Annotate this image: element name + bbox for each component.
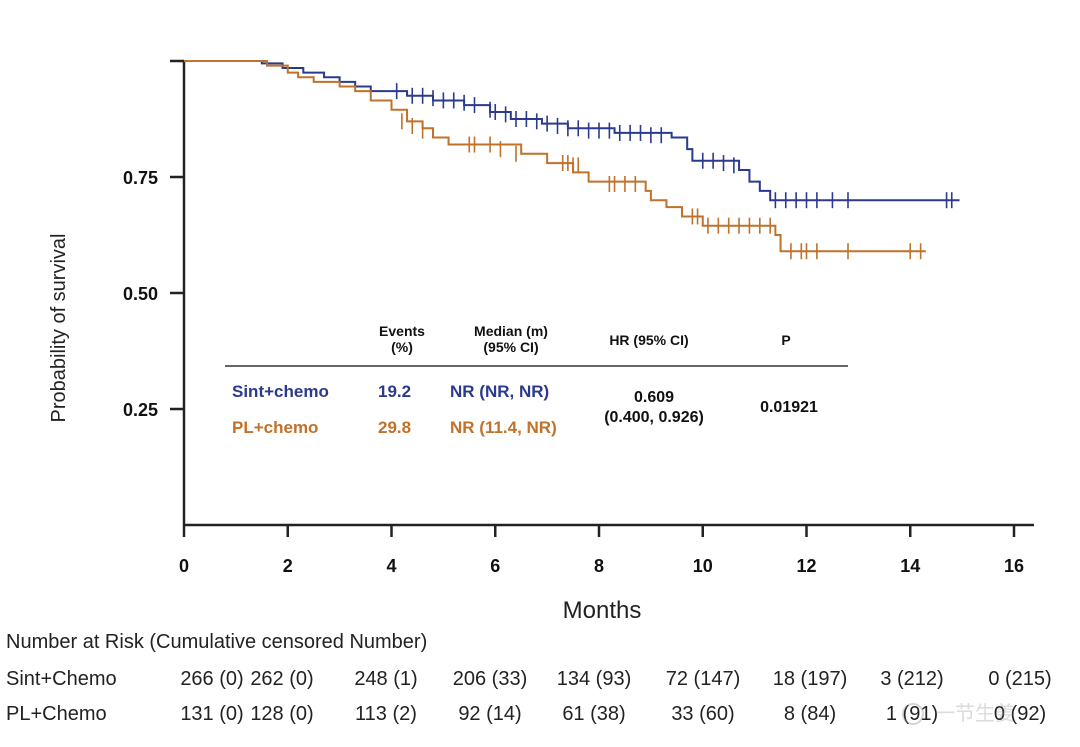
risk-value: 72 (147) xyxy=(666,668,741,690)
curves xyxy=(184,60,960,260)
row-median-pl: NR (11.4, NR) xyxy=(450,418,557,437)
hr-ci: (0.400, 0.926) xyxy=(604,409,704,426)
x-tick-label: 4 xyxy=(386,556,396,576)
x-tick-label: 0 xyxy=(179,556,189,576)
km-curve-pl xyxy=(184,60,926,253)
hr-value: 0.609 xyxy=(634,389,674,406)
risk-label-sint: Sint+Chemo xyxy=(6,668,117,690)
row-arm-pl: PL+chemo xyxy=(232,418,318,437)
risk-value: 128 (0) xyxy=(250,703,313,725)
axes: 0.75 0.50 0.25 0 2 4 6 8 10 12 14 16 xyxy=(123,59,1034,576)
risk-label-pl: PL+Chemo xyxy=(6,703,107,725)
risk-value: 113 (2) xyxy=(355,703,417,725)
risk-value: 3 (212) xyxy=(880,668,943,690)
row-median-sint: NR (NR, NR) xyxy=(450,382,549,401)
risk-value: 266 (0) xyxy=(180,668,243,690)
p-value: 0.01921 xyxy=(760,399,818,416)
row-arm-sint: Sint+chemo xyxy=(232,382,329,401)
x-tick-label: 2 xyxy=(283,556,293,576)
x-tick-label: 12 xyxy=(796,556,816,576)
header-p: P xyxy=(781,332,790,348)
risk-value: 8 (84) xyxy=(784,703,836,725)
header-median: Median (m) xyxy=(474,323,548,339)
y-axis-label: Probability of survival xyxy=(48,234,70,423)
risk-value: 0 (92) xyxy=(994,703,1046,725)
x-tick-label: 6 xyxy=(490,556,500,576)
y-tick-label: 0.25 xyxy=(123,400,158,420)
risk-value: 18 (197) xyxy=(773,668,848,690)
header-events-unit: (%) xyxy=(391,339,413,355)
x-tick-label: 10 xyxy=(693,556,713,576)
risk-table: Number at Risk (Cumulative censored Numb… xyxy=(6,631,1052,725)
summary-table: Events (%) Median (m) (95% CI) HR (95% C… xyxy=(225,323,848,437)
risk-value: 248 (1) xyxy=(354,668,417,690)
y-tick-label: 0.50 xyxy=(123,284,158,304)
y-tick-label: 0.75 xyxy=(123,168,158,188)
risk-value: 206 (33) xyxy=(453,668,528,690)
header-events: Events xyxy=(379,323,425,339)
header-median-ci: (95% CI) xyxy=(483,339,538,355)
risk-value: 61 (38) xyxy=(562,703,625,725)
x-tick-label: 8 xyxy=(594,556,604,576)
row-events-sint: 19.2 xyxy=(378,382,411,401)
x-tick-label: 14 xyxy=(900,556,920,576)
risk-value: 131 (0) xyxy=(180,703,243,725)
watermark-text: 一节生姜 xyxy=(935,701,1015,725)
risk-table-title: Number at Risk (Cumulative censored Numb… xyxy=(6,631,427,653)
risk-value: 0 (215) xyxy=(988,668,1051,690)
header-hr: HR (95% CI) xyxy=(609,332,688,348)
km-curve-sint xyxy=(184,60,960,202)
risk-value: 1 (91) xyxy=(886,703,938,725)
risk-value: 92 (14) xyxy=(458,703,521,725)
watermark: 一节生姜 xyxy=(902,701,1015,725)
x-tick-label: 16 xyxy=(1004,556,1024,576)
watermark-icon xyxy=(902,703,924,725)
risk-value: 33 (60) xyxy=(671,703,734,725)
row-events-pl: 29.8 xyxy=(378,418,411,437)
x-axis-label: Months xyxy=(563,597,642,624)
risk-value: 262 (0) xyxy=(250,668,313,690)
risk-value: 134 (93) xyxy=(557,668,632,690)
